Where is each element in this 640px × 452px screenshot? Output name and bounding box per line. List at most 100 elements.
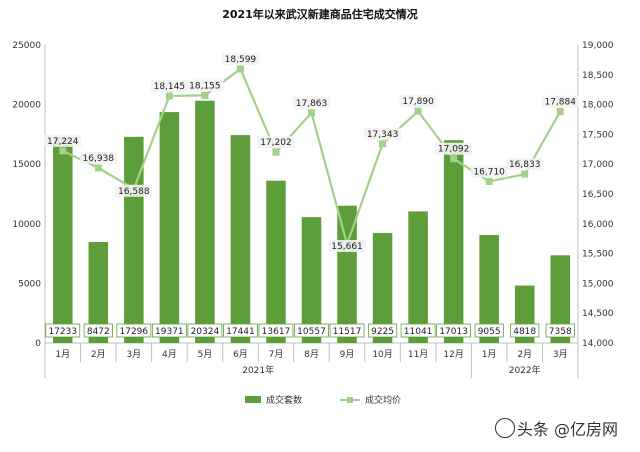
bar-label-box (400, 323, 436, 338)
right-y-tick-label: 16,000 (582, 220, 614, 230)
x-tick-label: 7月 (269, 349, 284, 360)
bar-value-label: 10557 (297, 327, 326, 337)
x-tick-label: 8月 (304, 349, 319, 360)
line-value-label: 16,833 (509, 160, 541, 170)
bar-value-label: 9055 (478, 327, 501, 337)
bar (372, 233, 393, 343)
line-value-label: 17,092 (438, 145, 470, 155)
line-label-box (293, 96, 330, 109)
line-point (556, 108, 564, 116)
line-point (379, 140, 387, 148)
bar (443, 140, 464, 343)
line-value-label: 18,599 (225, 55, 257, 65)
line-label-box (328, 240, 366, 253)
x-tick-label: 1月 (55, 349, 70, 360)
bar-label-box (474, 323, 504, 338)
line-point (450, 155, 458, 163)
left-y-tick-label: 0 (35, 339, 41, 349)
right-y-tick-label: 18,000 (582, 101, 614, 111)
line-label-box (115, 184, 153, 197)
bar (408, 211, 428, 343)
line-label-box (44, 134, 82, 147)
left-y-tick-label: 25000 (12, 41, 41, 51)
legend-bar-swatch (245, 396, 261, 403)
legend-line-label: 成交均价 (365, 394, 401, 406)
line-point (485, 177, 493, 185)
x-tick-label: 3月 (126, 349, 141, 360)
toutiao-logo-icon (494, 418, 515, 438)
bar-label-box (510, 323, 540, 338)
bar (52, 137, 73, 343)
line-point (414, 107, 422, 115)
x-tick-label: 9月 (340, 349, 355, 360)
bar (479, 235, 499, 343)
bar-value-label: 20324 (191, 327, 220, 337)
x-tick-label: 11月 (408, 349, 428, 360)
right-y-tick-label: 18,500 (582, 71, 614, 81)
line-value-label: 16,588 (118, 187, 150, 197)
line-value-label: 17,890 (402, 97, 434, 107)
legend-bar-label: 成交套数 (266, 394, 302, 406)
bar-value-label: 17013 (439, 327, 468, 337)
left-y-tick-label: 10000 (12, 220, 41, 230)
line-label-box (435, 142, 473, 155)
line-label-box (79, 151, 117, 164)
bar-label-box (367, 323, 398, 338)
left-y-tick-label: 15000 (12, 160, 41, 170)
x-tick-label: 1月 (482, 349, 497, 360)
x-tick-label: 5月 (198, 349, 213, 360)
bar-label-box (45, 323, 81, 338)
bar-label-box (436, 323, 472, 338)
right-y-tick-label: 15,500 (582, 250, 614, 260)
bar (159, 112, 180, 343)
x-tick-label: 2月 (517, 349, 532, 360)
line-value-label: 16,710 (473, 167, 505, 177)
bar (124, 136, 144, 343)
bar-label-box (83, 323, 113, 338)
line-point (236, 65, 244, 73)
chart-title: 2021年以来武汉新建商品住宅成交情况 (222, 8, 418, 21)
right-y-tick-label: 15,000 (582, 279, 614, 289)
bar-label-box (187, 323, 223, 338)
x-tick-label: 6月 (233, 349, 248, 360)
x-tick-label: 10月 (372, 349, 392, 360)
line-value-label: 18,155 (189, 81, 221, 91)
bar-label-box (116, 323, 152, 338)
left-y-tick-label: 5000 (18, 279, 41, 289)
bar-value-label: 17233 (48, 327, 77, 337)
bar (230, 135, 251, 343)
legend-line-marker (347, 397, 353, 403)
bar-value-label: 17296 (120, 327, 149, 337)
left-y-tick-label: 20000 (12, 101, 41, 111)
bar-label-box (545, 323, 575, 338)
bar-label-box (294, 323, 329, 338)
line-point (165, 92, 173, 100)
line-value-label: 17,202 (260, 138, 292, 148)
bar-value-label: 13617 (262, 327, 291, 337)
line-point (94, 164, 102, 172)
line-point (272, 148, 280, 156)
bar-label-box (223, 323, 258, 338)
line-point (59, 147, 67, 155)
bar-value-label: 8472 (87, 327, 110, 337)
bar-label-box (258, 323, 294, 338)
x-tick-label: 2月 (91, 349, 106, 360)
bar (550, 255, 571, 343)
watermark-text: 头条 @亿房网 (516, 420, 618, 439)
line-value-label: 17,863 (296, 99, 328, 109)
year-group-label: 2022年 (509, 364, 541, 376)
line-value-label: 17,884 (544, 98, 576, 108)
line-value-label: 15,661 (331, 242, 363, 252)
year-group-label: 2021年 (242, 364, 274, 376)
line-label-box (186, 79, 224, 92)
bar-value-label: 4818 (513, 327, 536, 337)
bar-value-label: 19371 (155, 327, 184, 337)
bar-value-label: 11041 (404, 327, 433, 337)
bar (301, 217, 322, 343)
line-point (201, 91, 209, 99)
line-value-label: 18,145 (154, 82, 186, 92)
x-tick-label: 12月 (443, 349, 463, 360)
line-label-box (541, 95, 579, 108)
